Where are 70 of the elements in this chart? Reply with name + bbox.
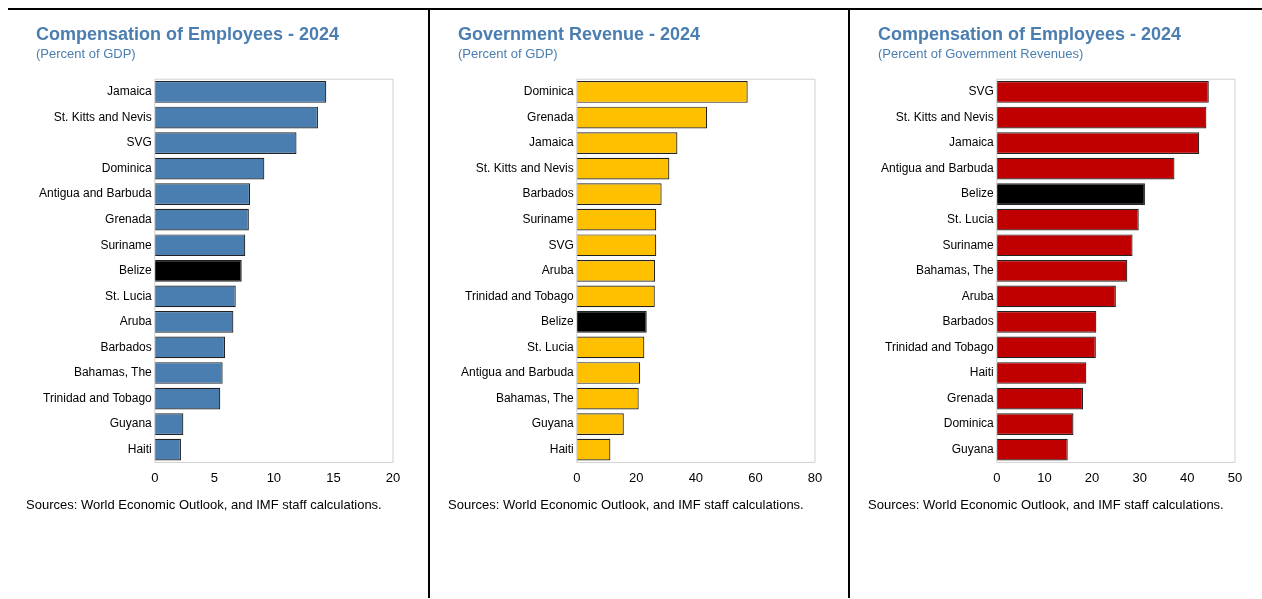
x-tick-label: 0 bbox=[151, 469, 159, 485]
source-note: Sources: World Economic Outlook, and IMF staff calculations. bbox=[26, 497, 383, 512]
y-tick-label: Jamaica bbox=[529, 135, 575, 150]
x-tick-label: 50 bbox=[1227, 469, 1243, 485]
x-tick-label: 10 bbox=[266, 469, 282, 485]
x-tick-label: 60 bbox=[748, 469, 763, 485]
y-tick-label: SVG bbox=[968, 84, 994, 99]
y-tick-label: St. Lucia bbox=[947, 212, 995, 227]
x-tick-label: 15 bbox=[326, 469, 341, 485]
y-tick-label: Grenada bbox=[105, 212, 153, 227]
y-tick-label: Grenada bbox=[947, 390, 995, 405]
y-tick-label: Bahamas, The bbox=[495, 390, 575, 405]
y-tick-label: Haiti bbox=[969, 365, 994, 380]
y-tick-label: Belize bbox=[119, 263, 153, 278]
y-tick-label: St. Kitts and Nevis bbox=[895, 109, 994, 124]
x-tick-label: 40 bbox=[1180, 469, 1195, 485]
y-tick-label: Haiti bbox=[127, 441, 152, 456]
y-tick-label: Dominica bbox=[943, 416, 995, 431]
y-tick-label: Antigua and Barbuda bbox=[38, 186, 153, 201]
y-tick-label: Dominica bbox=[101, 160, 153, 175]
y-tick-label: Bahamas, The bbox=[915, 263, 995, 278]
x-tick-label: 20 bbox=[629, 469, 644, 485]
x-tick-label: 40 bbox=[688, 469, 704, 485]
y-tick-label: Grenada bbox=[527, 109, 575, 124]
y-tick-label: St. Lucia bbox=[527, 339, 575, 354]
y-tick-label: Trinidad and Tobago bbox=[465, 288, 575, 303]
y-tick-label: Trinidad and Tobago bbox=[43, 390, 153, 405]
y-tick-label: Belize bbox=[541, 314, 575, 329]
x-tick-label: 10 bbox=[1037, 469, 1052, 485]
y-tick-label: Suriname bbox=[522, 212, 575, 227]
y-tick-label: Barbados bbox=[522, 186, 574, 201]
chart-subtitle: (Percent of Government Revenues) bbox=[878, 46, 1085, 61]
x-tick-label: 20 bbox=[1084, 469, 1100, 485]
y-tick-label: Suriname bbox=[100, 237, 153, 252]
x-tick-label: 0 bbox=[573, 469, 581, 485]
y-tick-label: Jamaica bbox=[107, 84, 153, 99]
y-tick-label: Guyana bbox=[951, 441, 995, 456]
x-tick-label: 20 bbox=[385, 469, 401, 485]
y-tick-label: Suriname bbox=[942, 237, 995, 252]
y-tick-label: Aruba bbox=[119, 314, 153, 329]
y-tick-label: Antigua and Barbuda bbox=[460, 365, 575, 380]
y-tick-label: Aruba bbox=[961, 288, 995, 303]
y-tick-label: Guyana bbox=[109, 416, 153, 431]
x-tick-label: 30 bbox=[1132, 469, 1147, 485]
y-tick-label: Barbados bbox=[942, 314, 994, 329]
chart-subtitle: (Percent of GDP) bbox=[36, 46, 137, 61]
y-tick-label: SVG bbox=[548, 237, 574, 252]
y-tick-label: SVG bbox=[126, 135, 152, 150]
y-tick-label: St. Lucia bbox=[105, 288, 153, 303]
y-tick-label: Barbados bbox=[100, 339, 152, 354]
y-tick-label: Jamaica bbox=[949, 135, 995, 150]
y-tick-label: Guyana bbox=[531, 416, 575, 431]
chart-title: Compensation of Employees - 2024 bbox=[36, 24, 341, 45]
source-note: Sources: World Economic Outlook, and IMF staff calculations. bbox=[448, 497, 805, 512]
source-note: Sources: World Economic Outlook, and IMF staff calculations. bbox=[868, 497, 1225, 512]
y-tick-label: Dominica bbox=[523, 84, 575, 99]
y-tick-label: Bahamas, The bbox=[73, 365, 153, 380]
y-tick-label: Aruba bbox=[541, 263, 575, 278]
y-tick-label: Belize bbox=[961, 186, 995, 201]
y-tick-label: St. Kitts and Nevis bbox=[475, 160, 574, 175]
chart-subtitle: (Percent of GDP) bbox=[458, 46, 559, 61]
y-tick-label: Haiti bbox=[549, 441, 574, 456]
x-tick-label: 0 bbox=[993, 469, 1001, 485]
x-tick-label: 5 bbox=[210, 469, 218, 485]
y-tick-label: Antigua and Barbuda bbox=[880, 160, 995, 175]
y-tick-label: St. Kitts and Nevis bbox=[53, 109, 152, 124]
x-tick-label: 80 bbox=[807, 469, 823, 485]
chart-title: Compensation of Employees - 2024 bbox=[878, 24, 1183, 45]
chart-title: Government Revenue - 2024 bbox=[458, 24, 702, 45]
y-tick-label: Trinidad and Tobago bbox=[885, 339, 995, 354]
